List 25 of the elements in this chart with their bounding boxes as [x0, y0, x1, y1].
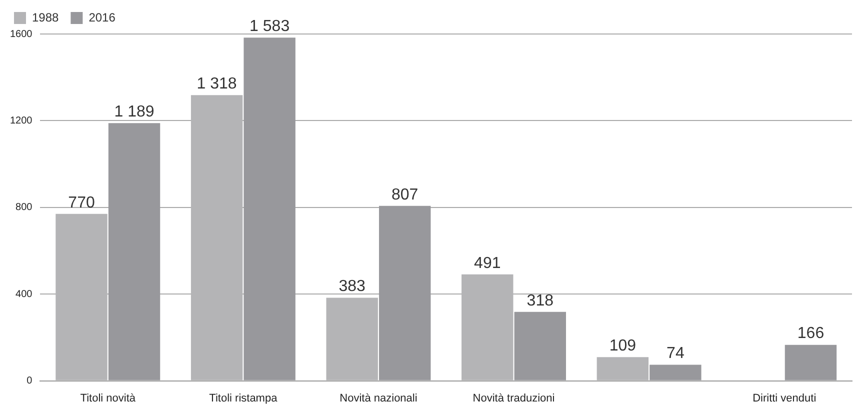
data-label: 1 189	[114, 103, 154, 120]
data-label: 166	[797, 325, 824, 342]
data-label: 383	[338, 278, 366, 296]
bar	[326, 298, 378, 380]
x-tick-label: Novità nazionali	[340, 392, 418, 404]
data-label: 318	[526, 292, 554, 310]
x-tick-label: Titoli ristampa	[209, 392, 278, 404]
y-tick-label: 400	[16, 288, 33, 300]
y-tick-label: 800	[16, 202, 33, 214]
y-tick-label: 1200	[10, 115, 33, 126]
data-label: 1 583	[250, 18, 290, 36]
data-label: 74	[666, 345, 684, 362]
data-label: 770	[68, 194, 95, 212]
data-label: 807	[392, 186, 418, 204]
legend-label: 1988	[32, 10, 60, 24]
x-tick-label: Titoli novità	[80, 392, 136, 404]
data-label: 109	[609, 338, 636, 355]
y-tick-label: 0	[26, 376, 33, 387]
x-tick-label: Diritti venduti	[752, 392, 816, 404]
data-label: 491	[474, 254, 501, 272]
bar	[596, 357, 649, 380]
x-tick-label: Novità traduzioni	[472, 392, 555, 404]
data-label: 1 318	[196, 76, 237, 93]
legend-label: 2016	[88, 10, 116, 24]
y-tick-label: 1600	[10, 28, 33, 40]
